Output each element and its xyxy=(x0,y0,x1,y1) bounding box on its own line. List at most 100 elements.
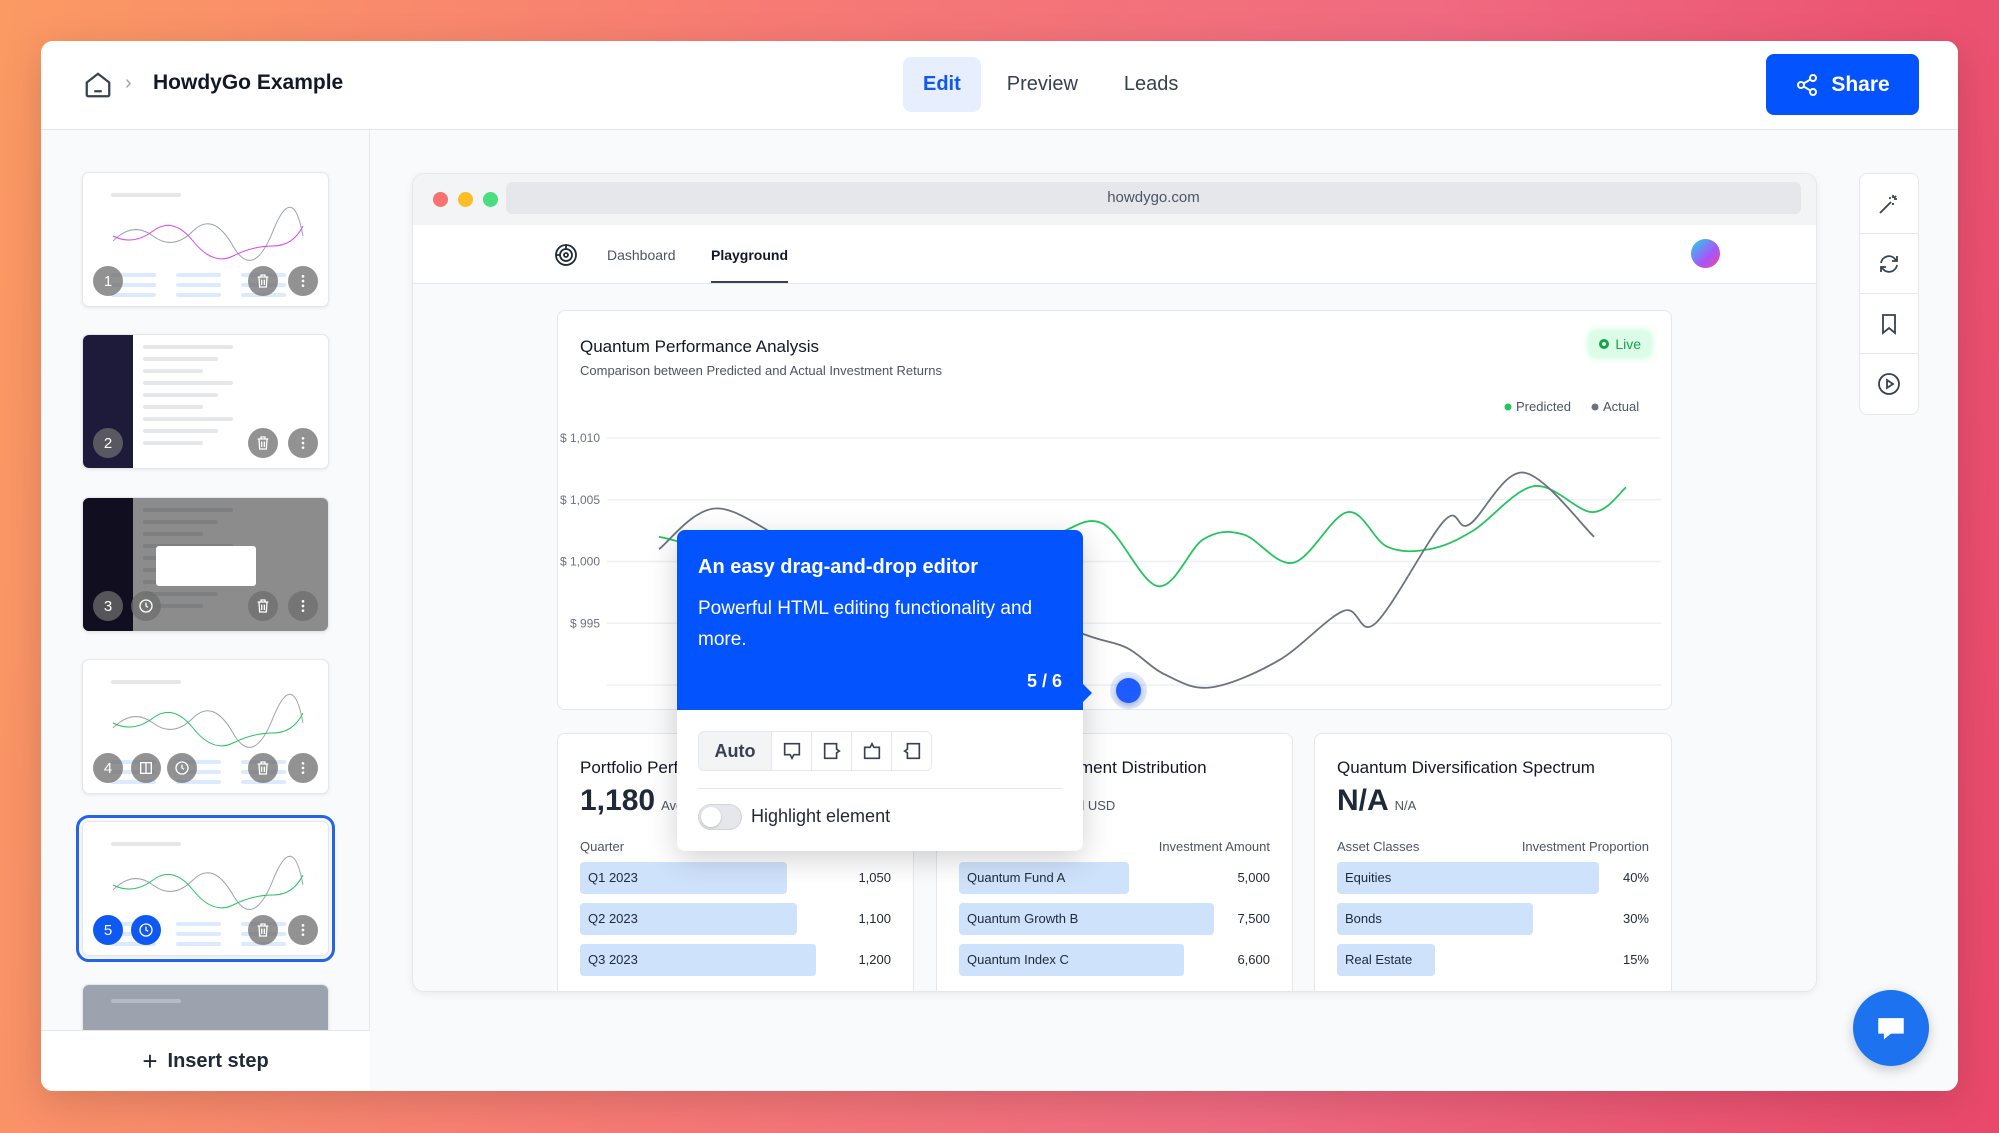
thumb-line xyxy=(111,273,156,277)
browser-chrome: howdygo.com xyxy=(413,174,1816,225)
thumb-line xyxy=(143,520,218,524)
refresh-button[interactable] xyxy=(1860,234,1918,294)
step-thumbnail[interactable]: 2 xyxy=(82,334,329,469)
thumb-line xyxy=(143,393,218,397)
row-label: Bonds xyxy=(1337,903,1533,935)
hotspot-marker[interactable] xyxy=(1116,678,1141,703)
stat-card: Quantum Diversification Spectrum N/A N/A As… xyxy=(1314,733,1672,991)
delete-step-button[interactable] xyxy=(248,753,278,783)
thumb-line xyxy=(176,293,221,297)
live-badge: Live xyxy=(1589,331,1651,357)
bubble-right-icon xyxy=(823,742,841,760)
timing-button[interactable] xyxy=(131,915,161,945)
tab-leads[interactable]: Leads xyxy=(1123,73,1179,95)
thumb-line xyxy=(143,592,218,596)
thumb-line xyxy=(143,345,233,349)
address-bar: howdygo.com xyxy=(506,182,1801,214)
demo-browser-frame: howdygo.com Dashboard Playground Quantum… xyxy=(412,173,1817,992)
row-label: Q1 2023 xyxy=(580,862,787,894)
legend-label: Actual xyxy=(1603,399,1639,414)
magic-wand-icon xyxy=(1879,194,1897,214)
row-label: Quantum Growth B xyxy=(959,903,1214,935)
legend-marker xyxy=(1591,403,1599,411)
y-tick-label: $ 1,005 xyxy=(560,493,600,507)
clock-icon xyxy=(139,923,153,937)
bubble-bottom-icon xyxy=(783,742,800,761)
row-value: 1,200 xyxy=(858,952,891,967)
trash-icon xyxy=(257,761,269,775)
row-label: Quantum Index C xyxy=(959,944,1184,976)
delete-step-button[interactable] xyxy=(248,428,278,458)
y-tick-label: $ 1,010 xyxy=(560,431,600,445)
thumb-line xyxy=(143,508,233,512)
chat-widget-button[interactable] xyxy=(1853,990,1929,1066)
editor-app: › HowdyGo Example Edit Preview Leads Sha… xyxy=(41,41,1958,1091)
placement-right-button[interactable] xyxy=(811,732,851,770)
thumb-line xyxy=(111,999,181,1003)
delete-step-button[interactable] xyxy=(248,266,278,296)
legend-marker xyxy=(1504,403,1512,411)
tooltip-text[interactable]: Powerful HTML editing functionality and … xyxy=(698,598,1033,650)
maximize-dot xyxy=(483,192,498,207)
home-icon[interactable] xyxy=(83,70,113,100)
nav-dashboard[interactable]: Dashboard xyxy=(607,247,676,263)
trash-icon xyxy=(257,923,269,937)
step-number: 4 xyxy=(93,753,123,783)
magic-wand-button[interactable] xyxy=(1860,174,1918,234)
thumb-line xyxy=(143,417,233,421)
step-more-button[interactable] xyxy=(288,428,318,458)
chat-icon xyxy=(1878,1018,1904,1040)
play-button[interactable] xyxy=(1860,354,1918,414)
placement-left-button[interactable] xyxy=(891,732,931,770)
delete-step-button[interactable] xyxy=(248,915,278,945)
thumb-line xyxy=(111,193,181,197)
step-more-button[interactable] xyxy=(288,591,318,621)
thumb-line xyxy=(143,405,203,409)
tooltip-title[interactable]: An easy drag-and-drop editor xyxy=(698,556,979,578)
placement-bottom-button[interactable] xyxy=(771,732,811,770)
thumb-line xyxy=(143,357,218,361)
step-more-button[interactable] xyxy=(288,266,318,296)
insert-step-button[interactable]: + Insert step xyxy=(41,1030,370,1091)
highlight-element-toggle[interactable] xyxy=(698,804,742,830)
thumb-line xyxy=(176,780,221,784)
thumb-line xyxy=(111,293,156,297)
step-thumbnail[interactable]: 1 xyxy=(82,172,329,307)
tab-edit[interactable]: Edit xyxy=(903,57,981,112)
nav-playground[interactable]: Playground xyxy=(711,247,789,283)
thumb-line xyxy=(176,273,221,277)
table-row: Q2 2023 1,100 xyxy=(580,903,891,935)
share-icon xyxy=(1797,73,1818,96)
bookmark-button[interactable] xyxy=(1860,294,1918,354)
tab-preview[interactable]: Preview xyxy=(1006,73,1078,95)
divider xyxy=(698,788,1062,789)
layout-button[interactable] xyxy=(131,753,161,783)
page-title: HowdyGo Example xyxy=(153,71,344,94)
row-label: Real Estate xyxy=(1337,944,1435,976)
placement-top-button[interactable] xyxy=(851,732,891,770)
table-row: Quantum Index C 6,600 xyxy=(959,944,1270,976)
card-value: N/A xyxy=(1337,784,1389,817)
more-vertical-icon xyxy=(301,924,305,936)
placement-auto-button[interactable]: Auto xyxy=(699,732,771,770)
step-thumbnail[interactable]: 5 xyxy=(76,815,335,962)
column-header: Investment Proportion xyxy=(1521,839,1649,854)
timing-button[interactable] xyxy=(131,591,161,621)
right-toolbar xyxy=(1859,173,1919,415)
step-more-button[interactable] xyxy=(288,753,318,783)
avatar[interactable] xyxy=(1691,239,1720,268)
y-tick-label: $ 1,000 xyxy=(560,555,600,569)
step-more-button[interactable] xyxy=(288,915,318,945)
share-label: Share xyxy=(1831,72,1890,96)
logo-icon xyxy=(555,244,577,266)
chart-subtitle: Comparison between Predicted and Actual … xyxy=(580,363,943,378)
delete-step-button[interactable] xyxy=(248,591,278,621)
timing-button[interactable] xyxy=(167,753,197,783)
step-thumbnail[interactable] xyxy=(82,984,329,1030)
tooltip-body[interactable]: An easy drag-and-drop editor Powerful HT… xyxy=(677,530,1092,710)
share-button[interactable]: Share xyxy=(1766,54,1919,115)
thumb-line xyxy=(176,283,221,287)
step-thumbnail[interactable]: 4 xyxy=(82,659,329,794)
step-thumbnail[interactable]: 3 xyxy=(82,497,329,632)
clock-icon xyxy=(175,761,189,775)
